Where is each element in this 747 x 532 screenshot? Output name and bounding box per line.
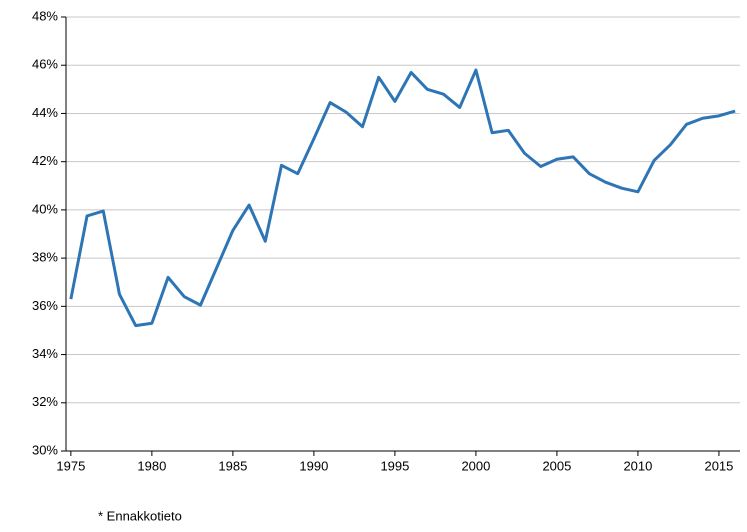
footnote: * Ennakkotieto: [98, 508, 182, 523]
x-tick-label: 2015: [704, 458, 733, 473]
y-tick-label: 48%: [32, 8, 58, 23]
y-tick-label: 38%: [32, 250, 58, 265]
x-tick-label: 1975: [56, 458, 85, 473]
x-tick-label: 1995: [380, 458, 409, 473]
x-tick-label: 2010: [623, 458, 652, 473]
y-tick-label: 32%: [32, 394, 58, 409]
x-tick-label: 2005: [542, 458, 571, 473]
x-tick-label: 1985: [218, 458, 247, 473]
y-tick-label: 40%: [32, 201, 58, 216]
x-tick-label: 1980: [137, 458, 166, 473]
y-tick-label: 46%: [32, 57, 58, 72]
x-tick-label: 2000: [461, 458, 490, 473]
line-series: [69, 68, 736, 328]
y-tick-label: 42%: [32, 153, 58, 168]
y-tick-label: 34%: [32, 346, 58, 361]
y-tick-label: 44%: [32, 105, 58, 120]
y-tick-label: 36%: [32, 298, 58, 313]
y-tick-label: 30%: [32, 442, 58, 457]
x-tick-label: 1990: [299, 458, 328, 473]
